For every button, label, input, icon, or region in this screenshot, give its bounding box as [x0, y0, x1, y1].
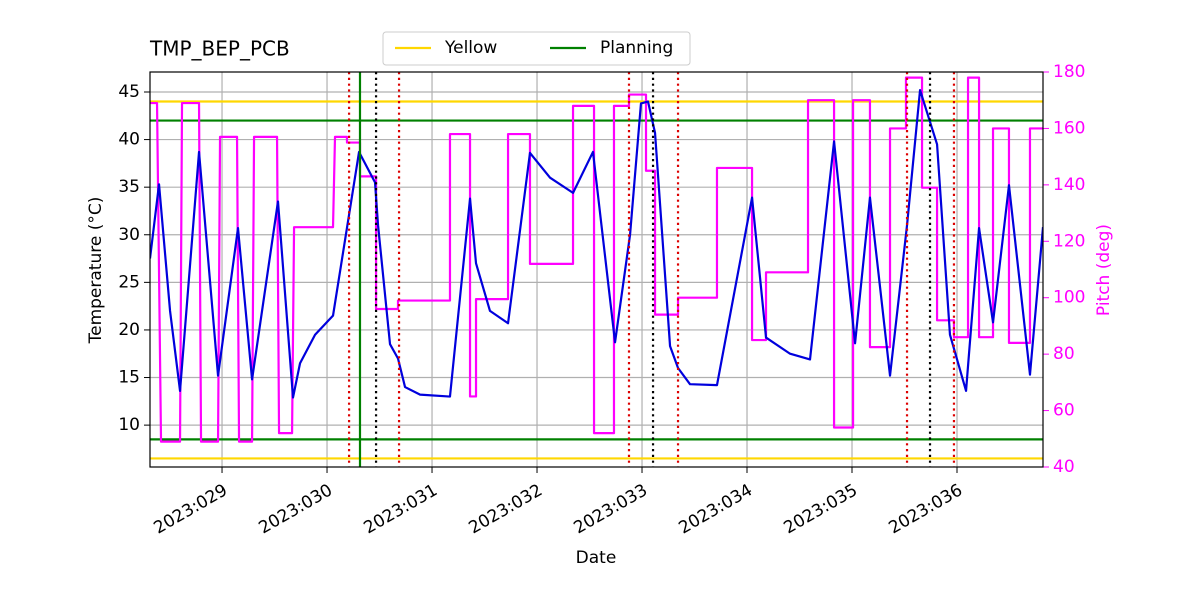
y-tick-label: 45 — [118, 82, 140, 102]
legend-label: Yellow — [444, 38, 497, 58]
plot-area — [150, 72, 1043, 467]
x-tick-label: 2023:031 — [360, 480, 441, 538]
x-tick-label: 2023:036 — [885, 480, 966, 538]
y-tick-label: 40 — [118, 130, 140, 150]
y2-tick-label: 160 — [1053, 118, 1085, 138]
x-tick-label: 2023:029 — [150, 480, 231, 538]
series-line — [150, 76, 1043, 443]
y2-tick-label: 140 — [1053, 175, 1085, 195]
y2-tick-label: 80 — [1053, 344, 1075, 364]
legend: Yellow Planning — [382, 31, 691, 66]
series-line — [150, 88, 1043, 399]
x-tick-label: 2023:030 — [255, 480, 336, 538]
y2-tick-label: 100 — [1053, 288, 1085, 308]
y-tick-label: 20 — [118, 320, 140, 340]
y2-tick-label: 180 — [1053, 62, 1085, 82]
x-tick-label: 2023:033 — [570, 480, 651, 538]
y2-axis-label: Pitch (deg) — [1094, 224, 1114, 316]
x-tick-label: 2023:032 — [465, 480, 546, 538]
legend-label: Planning — [600, 38, 673, 58]
y-tick-label: 30 — [118, 225, 140, 245]
x-axis-label: Date — [576, 548, 617, 568]
y-axis-label: Temperature (°C) — [86, 197, 106, 345]
x-tick-label: 2023:034 — [675, 480, 756, 538]
y2-tick-label: 120 — [1053, 231, 1085, 251]
y-tick-label: 15 — [118, 368, 140, 388]
y2-tick-label: 40 — [1053, 457, 1075, 477]
y-tick-label: 10 — [118, 415, 140, 435]
legend-box — [382, 31, 691, 66]
plot-frame — [149, 71, 1044, 468]
x-tick-label: 2023:035 — [780, 480, 861, 538]
y-tick-label: 35 — [118, 177, 140, 197]
chart-title: TMP_BEP_PCB — [149, 37, 290, 61]
y2-tick-label: 60 — [1053, 401, 1075, 421]
y-tick-label: 25 — [118, 272, 140, 292]
